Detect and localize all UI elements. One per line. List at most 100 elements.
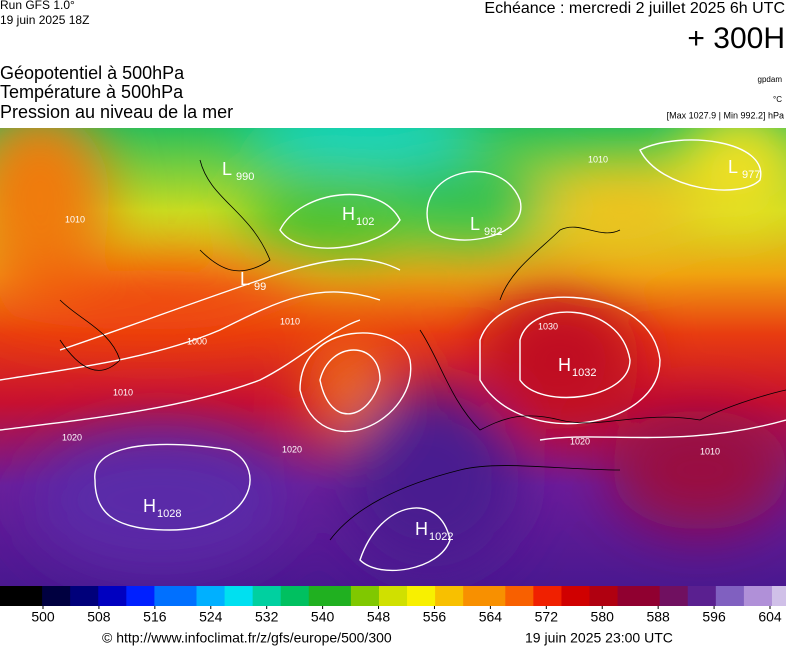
center-letter: H [342,204,355,224]
colorbar-cell [280,586,296,606]
colorbar-cell [407,586,422,606]
colorbar-cell [757,586,773,606]
colorbar-cell [350,586,366,606]
colorbar-tick-label: 604 [758,609,782,625]
colorbar-tick-label: 556 [423,609,447,625]
footer-date: 19 juin 2025 23:00 UTC [525,630,673,646]
colorbar-cell [210,586,226,606]
colorbar-cell [393,586,408,606]
center-value: 1022 [429,531,453,543]
center-value: 102 [356,216,374,228]
colorbar-tick-label: 588 [646,609,670,625]
colorbar-cell [477,586,492,606]
center-value: 1032 [572,367,596,379]
colorbar-tick-label: 516 [143,609,167,625]
unit-label: °C [773,95,782,104]
isobar-label: 1020 [282,444,302,454]
colorbar-cell [182,586,197,606]
isobar-label: 1010 [588,154,608,164]
colorbar-cell [56,586,71,606]
colorbar-cell [435,586,450,606]
colorbar-cell [687,586,703,606]
colorbar-cell [659,586,675,606]
colorbar-cell [505,586,520,606]
colorbar-cell [238,586,254,606]
colorbar-cell [715,586,731,606]
colorbar-cell [28,586,43,606]
isobar-label: 1010 [65,214,85,224]
center-letter: L [240,269,250,289]
legend-line: Géopotentiel à 500hPa [0,63,185,83]
colorbar-cell [140,586,155,606]
colorbar: 500 508 516 524 532 540 548 556 564 572 580 588 596 6… [0,586,786,625]
colorbar-cell [743,586,759,606]
legend-line: Température à 500hPa [0,82,184,102]
colorbar-cell [673,586,689,606]
colorbar-cell [322,586,338,606]
colorbar-cell [617,586,633,606]
legend-line: Pression au niveau de la mer [0,102,233,122]
colorbar-cell [266,586,282,606]
center-letter: H [558,355,571,375]
colorbar-cell [701,586,717,606]
isobar-label: 1010 [113,387,133,397]
colorbar-cell [252,586,268,606]
colorbar-cell [224,586,240,606]
isobar-label: 1010 [700,446,720,456]
colorbar-cell [449,586,464,606]
colorbar-tick-label: 580 [591,609,615,625]
colorbar-cell [0,586,15,606]
colorbar-cell [533,586,548,606]
center-value: 990 [236,171,254,183]
colorbar-cell [112,586,127,606]
colorbar-cell [84,586,99,606]
colorbar-cell [519,586,534,606]
colorbar-cell [561,586,576,606]
colorbar-cell [771,586,786,606]
colorbar-cell [168,586,183,606]
colorbar-cell [196,586,212,606]
lead-time: + 300H [687,22,785,55]
colorbar-tick-label: 564 [479,609,503,625]
colorbar-tick-label: 508 [87,609,111,625]
colorbar-cell [14,586,29,606]
colorbar-cell [294,586,310,606]
colorbar-tick-label: 548 [367,609,391,625]
echeance: Echéance : mercredi 2 juillet 2025 6h UT… [484,0,785,17]
colorbar-cell [729,586,745,606]
center-letter: H [415,519,428,539]
colorbar-cell [336,586,352,606]
minmax-label: [Max 1027.9 | Min 992.2] hPa [667,110,784,120]
colorbar-cell [42,586,57,606]
isobar-label: 1000 [187,336,207,346]
colorbar-cell [491,586,506,606]
isobar-label: 1010 [280,316,300,326]
colorbar-cell [645,586,661,606]
colorbar-cell [308,586,324,606]
center-value: 1028 [157,508,181,520]
colorbar-cell [378,586,394,606]
center-value: 977 [742,169,760,181]
center-letter: H [143,496,156,516]
center-value: 99 [254,281,266,293]
unit-label: gpdam [758,75,783,84]
colorbar-tick-label: 540 [311,609,335,625]
colorbar-cell [547,586,562,606]
map-field [0,128,786,586]
center-letter: L [470,214,480,234]
colorbar-cell [126,586,141,606]
colorbar-cell [364,586,380,606]
colorbar-cell [463,586,478,606]
isobar-label: 1030 [538,321,558,331]
isobar-label: 1020 [570,436,590,446]
run-date: 19 juin 2025 18Z [0,13,89,27]
isobar-label: 1020 [62,432,82,442]
colorbar-tick-label: 524 [199,609,223,625]
footer-url: © http://www.infoclimat.fr/z/gfs/europe/… [102,630,392,646]
colorbar-tick-label: 596 [702,609,726,625]
colorbar-tick-label: 532 [255,609,279,625]
colorbar-cell [98,586,113,606]
